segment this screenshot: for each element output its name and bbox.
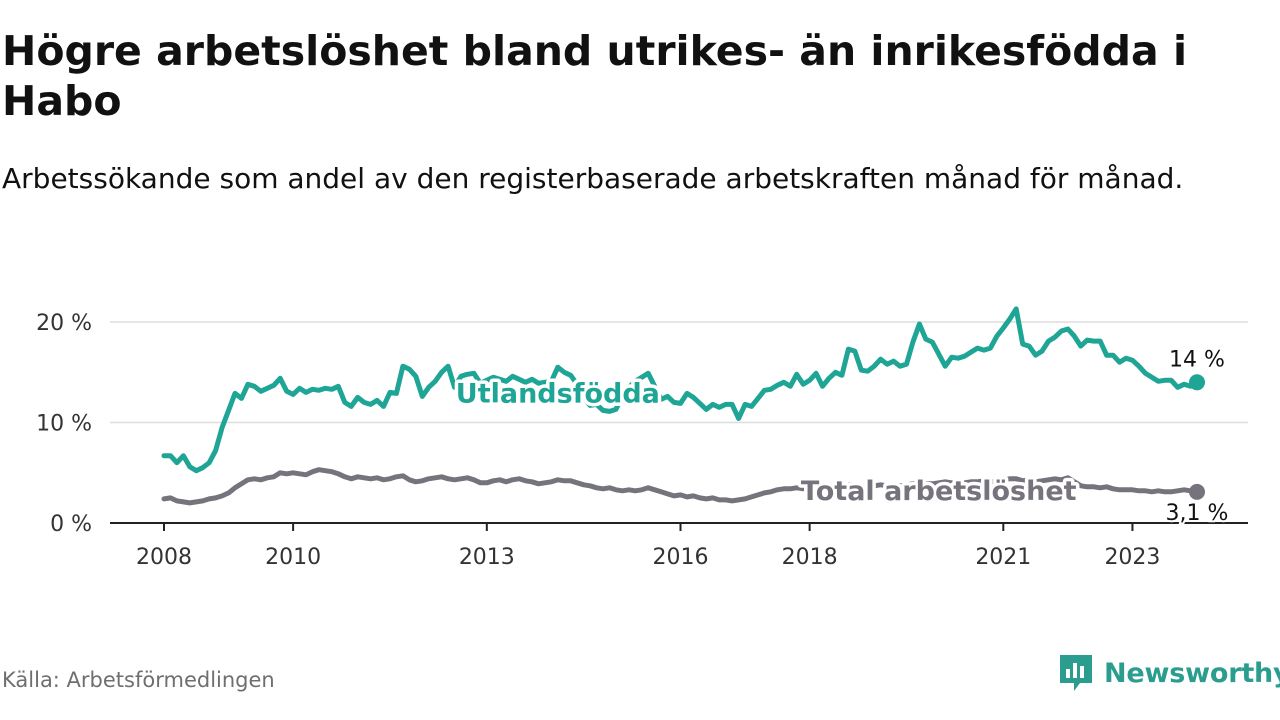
- series-end-label: 3,1 %: [1166, 501, 1229, 526]
- brand-name: Newsworthy: [1104, 657, 1280, 689]
- source-note: Källa: Arbetsförmedlingen: [2, 668, 275, 692]
- x-tick-label: 2013: [459, 545, 515, 570]
- x-tick-label: 2016: [653, 545, 709, 570]
- brand-logo[interactable]: Newsworthy: [1058, 653, 1280, 693]
- y-tick-label: 10 %: [36, 412, 92, 437]
- y-tick-label: 20 %: [36, 311, 92, 336]
- series-end-dot: [1189, 483, 1205, 500]
- chart-title: Högre arbetslöshet bland utrikes- än inr…: [2, 27, 1187, 125]
- y-tick-label: 0 %: [50, 512, 92, 537]
- x-tick-label: 2018: [782, 545, 838, 570]
- series-line-utlandsfodda: [161, 306, 1200, 474]
- series-label: Utlandsfödda: [456, 378, 660, 409]
- x-tick-label: 2021: [975, 545, 1031, 570]
- x-tick-label: 2010: [265, 545, 321, 570]
- x-tick-label: 2023: [1104, 545, 1160, 570]
- bar-chart-speech-bubble-icon: [1060, 655, 1092, 691]
- series-end-label: 14 %: [1169, 347, 1225, 372]
- chart-subtitle: Arbetssökande som andel av den registerb…: [2, 162, 1184, 195]
- x-tick-label: 2008: [136, 545, 192, 570]
- series-line-total: [161, 467, 1200, 506]
- series-end-dot: [1189, 374, 1205, 391]
- series-label: Total arbetslöshet: [801, 476, 1077, 507]
